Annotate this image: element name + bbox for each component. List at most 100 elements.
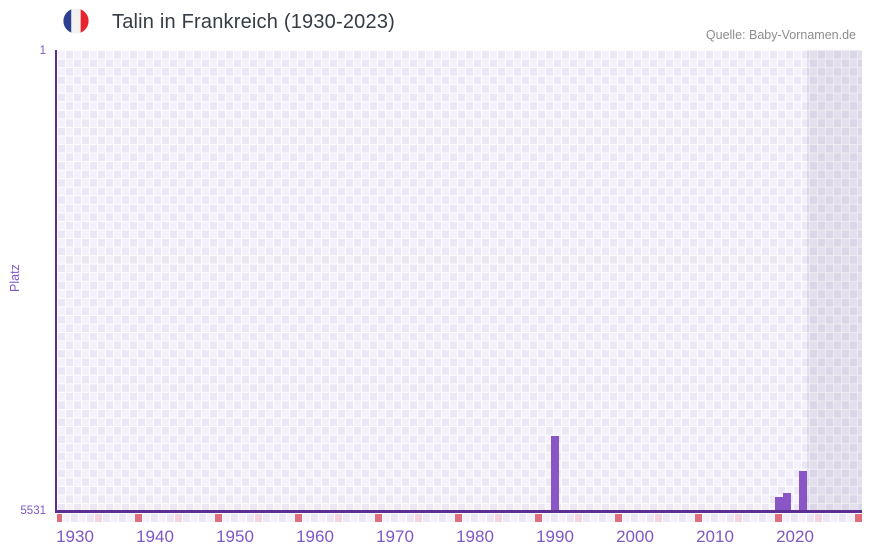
strip-cell-1941 xyxy=(159,514,167,522)
strip-cell-2002 xyxy=(647,514,655,522)
strip-cell-1957 xyxy=(287,514,295,522)
bar-2018[interactable] xyxy=(775,497,783,512)
strip-cell-2008 xyxy=(695,514,703,522)
strip-cell-1988 xyxy=(535,514,543,522)
strip-cell-1993 xyxy=(575,514,583,522)
x-tick-1980: 1980 xyxy=(456,527,494,546)
strip-cell-1951 xyxy=(239,514,247,522)
strip-cell-2006 xyxy=(679,514,687,522)
strip-cell-1935 xyxy=(111,514,119,522)
x-axis-tick-row: 1930 1940 1950 1960 1970 1980 1990 2000 2010 2020 xyxy=(56,527,862,549)
strip-cell-1943 xyxy=(175,514,183,522)
source-attribution: Quelle: Baby-Vornamen.de xyxy=(705,28,856,42)
strip-cell-2016 xyxy=(759,514,767,522)
y-tick-top: 1 xyxy=(39,45,46,57)
strip-cell-1947 xyxy=(207,514,215,522)
strip-cell-1984 xyxy=(503,514,511,522)
strip-cell-1981 xyxy=(479,514,487,522)
strip-cell-1929 xyxy=(63,514,71,522)
strip-cell-1939 xyxy=(143,514,151,522)
strip-cell-1980 xyxy=(471,514,479,522)
strip-cell-1999 xyxy=(623,514,631,522)
strip-cell-2017 xyxy=(767,514,775,522)
strip-cell-1976 xyxy=(439,514,447,522)
strip-cell-1933 xyxy=(95,514,103,522)
strip-cell-2019 xyxy=(783,514,791,522)
strip-cell-2028 xyxy=(855,514,862,522)
strip-cell-1956 xyxy=(279,514,287,522)
plot-area[interactable] xyxy=(57,50,862,512)
strip-cell-1958 xyxy=(295,514,303,522)
strip-cell-2005 xyxy=(671,514,679,522)
strip-cell-1931 xyxy=(79,514,87,522)
strip-cell-1936 xyxy=(119,514,127,522)
strip-cell-1971 xyxy=(399,514,407,522)
x-tick-1990: 1990 xyxy=(536,527,574,546)
strip-cell-1983 xyxy=(495,514,503,522)
strip-cell-1961 xyxy=(319,514,327,522)
strip-cell-1940 xyxy=(151,514,159,522)
x-tick-1950: 1950 xyxy=(216,527,254,546)
strip-cell-1953 xyxy=(255,514,263,522)
strip-cell-1928 xyxy=(57,514,63,522)
strip-cell-2018 xyxy=(775,514,783,522)
strip-cell-2022 xyxy=(807,514,815,522)
chart-title: Talin in Frankreich (1930-2023) xyxy=(112,11,396,33)
strip-cell-2026 xyxy=(839,514,847,522)
strip-cell-1989 xyxy=(543,514,551,522)
x-tick-1940: 1940 xyxy=(136,527,174,546)
strip-cell-1950 xyxy=(231,514,239,522)
strip-cell-1990 xyxy=(551,514,559,522)
strip-cell-1966 xyxy=(359,514,367,522)
strip-cell-1962 xyxy=(327,514,335,522)
x-tick-2000: 2000 xyxy=(616,527,654,546)
strip-cell-1954 xyxy=(263,514,271,522)
strip-cell-1934 xyxy=(103,514,111,522)
bar-2019[interactable] xyxy=(783,493,791,512)
y-axis-line xyxy=(55,50,57,512)
strip-cell-1946 xyxy=(199,514,207,522)
strip-cell-1963 xyxy=(335,514,343,522)
strip-cell-1969 xyxy=(383,514,391,522)
strip-cell-1932 xyxy=(87,514,95,522)
strip-cell-2010 xyxy=(711,514,719,522)
strip-cell-2020 xyxy=(791,514,799,522)
strip-cell-1970 xyxy=(391,514,399,522)
strip-cell-2012 xyxy=(727,514,735,522)
strip-cell-2021 xyxy=(799,514,807,522)
strip-cell-1996 xyxy=(599,514,607,522)
y-tick-bottom: 5531 xyxy=(20,505,46,517)
strip-cell-1948 xyxy=(215,514,223,522)
strip-cell-1937 xyxy=(127,514,135,522)
strip-cell-1949 xyxy=(223,514,231,522)
bar-2021[interactable] xyxy=(799,470,807,512)
x-tick-2010: 2010 xyxy=(696,527,734,546)
france-flag-icon xyxy=(63,8,89,34)
no-data-band xyxy=(807,50,862,512)
x-tick-2020: 2020 xyxy=(776,527,814,546)
strip-cell-2011 xyxy=(719,514,727,522)
strip-cell-1995 xyxy=(591,514,599,522)
strip-cell-1992 xyxy=(567,514,575,522)
strip-cell-1991 xyxy=(559,514,567,522)
strip-cell-2000 xyxy=(631,514,639,522)
chart-region: 1930 1940 1950 1960 1970 1980 1990 2000 2010 2020 xyxy=(55,50,862,552)
strip-cell-1986 xyxy=(519,514,527,522)
strip-cell-2007 xyxy=(687,514,695,522)
strip-cell-2001 xyxy=(639,514,647,522)
x-tick-1970: 1970 xyxy=(376,527,414,546)
strip-cell-1955 xyxy=(271,514,279,522)
strip-cell-2024 xyxy=(823,514,831,522)
x-tick-1930: 1930 xyxy=(56,527,94,546)
bar-1990[interactable] xyxy=(551,435,559,512)
strip-cell-1998 xyxy=(615,514,623,522)
strip-cell-1997 xyxy=(607,514,615,522)
strip-cell-1944 xyxy=(183,514,191,522)
strip-cell-1930 xyxy=(71,514,79,522)
strip-cell-1952 xyxy=(247,514,255,522)
strip-cell-1982 xyxy=(487,514,495,522)
strip-cell-1974 xyxy=(423,514,431,522)
strip-cell-1942 xyxy=(167,514,175,522)
strip-cell-1945 xyxy=(191,514,199,522)
